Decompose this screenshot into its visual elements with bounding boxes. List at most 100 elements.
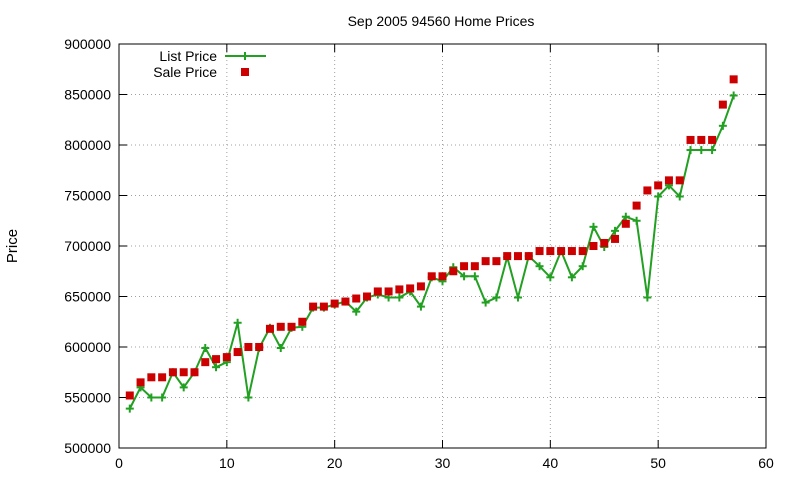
sale-price-point: [201, 358, 210, 367]
list-price-point: [654, 192, 663, 201]
list-price-point: [589, 222, 598, 231]
sale-price-point: [287, 322, 296, 331]
x-tick-label: 40: [543, 455, 559, 471]
y-tick-label: 800000: [64, 137, 111, 153]
list-price-point: [492, 293, 501, 302]
sale-price-point: [686, 135, 695, 144]
sale-price-point: [265, 324, 274, 333]
sale-price-point: [557, 247, 566, 256]
sale-price-point: [330, 299, 339, 308]
sale-price-point: [675, 176, 684, 185]
sale-price-point: [492, 257, 501, 266]
sale-price-point: [309, 302, 318, 311]
sale-price-point: [395, 285, 404, 294]
sale-price-point: [449, 267, 458, 276]
x-tick-label: 10: [219, 455, 235, 471]
list-price-point: [212, 363, 221, 372]
sale-price-point: [589, 242, 598, 250]
list-price-point: [643, 293, 652, 302]
list-price-point: [179, 383, 188, 392]
sale-price-point: [168, 368, 177, 377]
x-tick-label: 50: [650, 455, 666, 471]
series-layer: [125, 75, 738, 413]
list-price-point: [395, 293, 404, 302]
list-price-point: [611, 226, 620, 235]
y-tick-label: 700000: [64, 238, 111, 254]
list-price-point: [125, 404, 134, 413]
sale-price-point: [406, 284, 415, 293]
list-price-point: [718, 121, 727, 130]
sale-price-point: [244, 343, 253, 351]
legend-label: Sale Price: [153, 64, 217, 80]
x-tick-label: 0: [115, 455, 123, 471]
sale-price-point: [298, 317, 307, 326]
sale-price-point: [535, 247, 544, 256]
x-tick-label: 30: [435, 455, 451, 471]
sale-price-point: [125, 391, 134, 400]
list-price-line: [128, 95, 735, 410]
sale-price-point: [470, 262, 479, 271]
list-price-point: [729, 91, 738, 100]
sale-price-point: [546, 247, 555, 256]
sale-price-point: [136, 378, 145, 387]
sale-price-point: [708, 135, 717, 144]
list-price-point: [578, 262, 587, 271]
list-price-point: [470, 272, 479, 281]
sale-price-point: [255, 343, 264, 351]
sale-price-point: [233, 348, 242, 357]
sale-price-point: [384, 287, 393, 296]
chart-title: Sep 2005 94560 Home Prices: [348, 13, 535, 29]
legend-plus-marker: [241, 52, 249, 60]
grid: [119, 44, 766, 448]
sale-price-point: [697, 135, 706, 144]
series-list-price: [125, 91, 738, 413]
sale-price-point: [664, 176, 673, 185]
y-tick-label: 850000: [64, 87, 111, 103]
list-price-point: [201, 344, 210, 353]
sale-price-point: [654, 181, 663, 190]
sale-price-point: [352, 294, 361, 303]
sale-price-point: [147, 373, 156, 382]
y-tick-label: 650000: [64, 289, 111, 305]
sale-price-point: [179, 368, 188, 377]
list-price-point: [352, 307, 361, 316]
y-tick-label: 600000: [64, 339, 111, 355]
list-price-point: [481, 298, 490, 307]
sale-price-point: [416, 282, 425, 291]
sale-price-point: [190, 368, 199, 377]
sale-price-point: [373, 287, 382, 296]
sale-price-point: [222, 353, 231, 362]
y-tick-label: 500000: [64, 440, 111, 456]
list-price-point: [276, 344, 285, 353]
sale-price-point: [481, 257, 490, 266]
sale-price-point: [524, 252, 533, 261]
sale-price-point: [158, 373, 167, 382]
y-axis-label: Price: [4, 229, 21, 263]
sale-price-point: [632, 201, 641, 210]
list-price-point: [708, 146, 717, 155]
list-price-point: [686, 146, 695, 155]
sale-price-point: [718, 100, 727, 109]
y-tick-label: 900000: [64, 36, 111, 52]
list-price-point: [460, 272, 469, 281]
list-price-point: [416, 302, 425, 311]
list-price-point: [621, 212, 630, 221]
list-price-point: [158, 393, 167, 402]
list-price-point: [675, 192, 684, 201]
x-tick-label: 60: [758, 455, 774, 471]
list-price-point: [147, 393, 156, 402]
legend-label: List Price: [159, 48, 217, 64]
list-price-point: [632, 216, 641, 225]
sale-price-point: [567, 247, 576, 256]
sale-price-point: [438, 272, 447, 281]
sale-price-point: [611, 234, 620, 243]
sale-price-point: [363, 292, 372, 301]
list-price-point: [546, 273, 555, 282]
sale-price-point: [643, 186, 652, 195]
sale-price-point: [427, 272, 436, 281]
plot-frame: [118, 43, 767, 449]
sale-price-point: [276, 322, 285, 331]
list-price-point: [535, 262, 544, 271]
